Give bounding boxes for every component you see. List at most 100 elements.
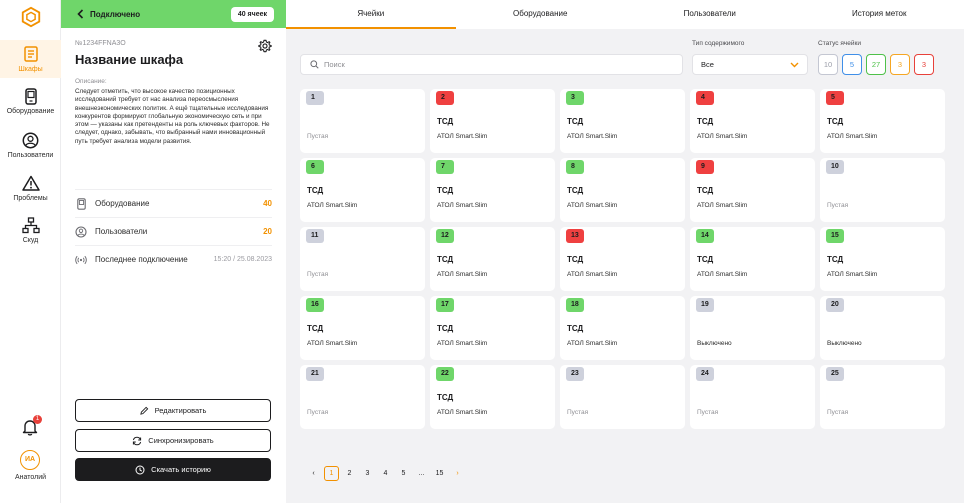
status-chip[interactable]: 10 <box>818 54 838 75</box>
cell-status-text: Пустая <box>827 202 849 209</box>
pagination: ‹ 1 2 3 4 5... 15 › <box>306 465 468 482</box>
cell-card[interactable]: 14 ТСД АТОЛ Smart.Slim <box>690 227 815 291</box>
notifications-button[interactable]: 1 <box>22 415 42 436</box>
cell-number: 11 <box>306 229 324 243</box>
logo-icon <box>21 6 41 28</box>
cell-card[interactable]: 23 Пустая <box>560 365 685 429</box>
cell-card[interactable]: 4 ТСД АТОЛ Smart.Slim <box>690 89 815 153</box>
status-chip[interactable]: 5 <box>842 54 862 75</box>
pencil-icon <box>139 406 148 415</box>
cell-card[interactable]: 1 Пустая <box>300 89 425 153</box>
cell-card[interactable]: 11 Пустая <box>300 227 425 291</box>
cell-device-model: АТОЛ Smart.Slim <box>437 271 488 278</box>
cell-device-model: АТОЛ Smart.Slim <box>827 271 878 278</box>
page-button[interactable]: 15 <box>435 470 444 477</box>
download-history-button[interactable]: Скачать историю <box>75 458 271 481</box>
cabinet-panel: Подключено 40 ячеек №1234FFNA3O Название… <box>61 0 286 503</box>
device-icon <box>75 197 87 210</box>
tab-tag-history[interactable]: История меток <box>852 9 907 18</box>
cell-number: 5 <box>826 91 844 105</box>
cell-card[interactable]: 20 Выключено <box>820 296 945 360</box>
cells-count-badge: 40 ячеек <box>230 6 274 22</box>
cell-number: 14 <box>696 229 714 243</box>
next-page-button[interactable]: › <box>456 470 459 477</box>
gear-icon[interactable] <box>258 39 272 53</box>
cell-card[interactable]: 5 ТСД АТОЛ Smart.Slim <box>820 89 945 153</box>
nav-item-equipment[interactable]: Оборудование <box>0 87 61 115</box>
back-button[interactable]: Подключено <box>77 9 140 19</box>
edit-button[interactable]: Редактировать <box>75 399 271 422</box>
cell-number: 18 <box>566 298 584 312</box>
cell-card[interactable]: 7 ТСД АТОЛ Smart.Slim <box>430 158 555 222</box>
status-chip[interactable]: 27 <box>866 54 886 75</box>
tab-users[interactable]: Пользователи <box>683 9 736 18</box>
cell-card[interactable]: 12 ТСД АТОЛ Smart.Slim <box>430 227 555 291</box>
status-chip[interactable]: 3 <box>890 54 910 75</box>
cell-status-text: Пустая <box>307 271 329 278</box>
sync-button[interactable]: Синхронизировать <box>75 429 271 452</box>
cell-number: 3 <box>566 91 584 105</box>
cell-card[interactable]: 18 ТСД АТОЛ Smart.Slim <box>560 296 685 360</box>
nav-item-cabinets[interactable]: Шкафы <box>0 40 61 78</box>
user-icon <box>75 225 87 238</box>
cell-device-type: ТСД <box>827 117 844 126</box>
cell-number: 12 <box>436 229 454 243</box>
cell-device-model: АТОЛ Smart.Slim <box>697 202 748 209</box>
avatar[interactable]: ИА <box>20 450 40 470</box>
cell-device-type: ТСД <box>827 255 844 264</box>
page-button[interactable]: 4 <box>383 470 388 477</box>
cell-number: 23 <box>566 367 584 381</box>
description-label: Описание: <box>75 78 107 85</box>
page-button[interactable]: 1 <box>324 466 339 481</box>
content-type-select[interactable]: Все <box>692 54 808 75</box>
cell-card[interactable]: 19 Выключено <box>690 296 815 360</box>
cell-card[interactable]: 25 Пустая <box>820 365 945 429</box>
pagination-ellipsis: ... <box>418 470 425 477</box>
signal-icon <box>75 254 87 266</box>
cell-card[interactable]: 8 ТСД АТОЛ Smart.Slim <box>560 158 685 222</box>
cell-device-type: ТСД <box>307 186 324 195</box>
status-chip[interactable]: 3 <box>914 54 934 75</box>
nav-item-problems[interactable]: Проблемы <box>0 174 61 202</box>
cell-card[interactable]: 21 Пустая <box>300 365 425 429</box>
cell-card[interactable]: 13 ТСД АТОЛ Smart.Slim <box>560 227 685 291</box>
tab-equipment[interactable]: Оборудование <box>513 9 568 18</box>
nav-item-users[interactable]: Пользователи <box>0 131 61 159</box>
cell-card[interactable]: 22 ТСД АТОЛ Smart.Slim <box>430 365 555 429</box>
cell-device-model: АТОЛ Smart.Slim <box>437 409 488 416</box>
cell-device-type: ТСД <box>437 393 454 402</box>
cell-number: 7 <box>436 160 454 174</box>
nav-item-label: Шкафы <box>18 66 43 73</box>
edit-button-label: Редактировать <box>154 406 207 415</box>
users-count: 20 <box>263 227 272 236</box>
side-nav: Шкафы Оборудование Пользователи Проблемы… <box>0 0 61 503</box>
nav-item-label: Оборудование <box>6 108 55 115</box>
page-button[interactable]: 2 <box>347 470 352 477</box>
page-button[interactable]: 5 <box>401 470 406 477</box>
cell-card[interactable]: 16 ТСД АТОЛ Smart.Slim <box>300 296 425 360</box>
nav-item-label: Скуд <box>22 237 39 244</box>
search-input[interactable] <box>324 60 664 69</box>
cabinet-icon <box>22 45 40 63</box>
cell-card[interactable]: 2 ТСД АТОЛ Smart.Slim <box>430 89 555 153</box>
cell-card[interactable]: 15 ТСД АТОЛ Smart.Slim <box>820 227 945 291</box>
nav-item-access-control[interactable]: Скуд <box>0 216 61 244</box>
cell-card[interactable]: 17 ТСД АТОЛ Smart.Slim <box>430 296 555 360</box>
cell-card[interactable]: 6 ТСД АТОЛ Smart.Slim <box>300 158 425 222</box>
cell-card[interactable]: 9 ТСД АТОЛ Smart.Slim <box>690 158 815 222</box>
info-row-last-connection: Последнее подключение 15:20 / 25.08.2023 <box>75 245 272 273</box>
sync-icon <box>133 436 142 445</box>
cabinet-serial: №1234FFNA3O <box>75 40 126 47</box>
prev-page-button[interactable]: ‹ <box>312 470 315 477</box>
cell-card[interactable]: 10 Пустая <box>820 158 945 222</box>
cell-number: 1 <box>306 91 324 105</box>
tab-cells[interactable]: Ячейки <box>286 0 456 29</box>
page-button[interactable]: 3 <box>365 470 370 477</box>
search-box <box>300 54 683 75</box>
download-history-label: Скачать историю <box>151 465 211 474</box>
cell-number: 15 <box>826 229 844 243</box>
cell-card[interactable]: 3 ТСД АТОЛ Smart.Slim <box>560 89 685 153</box>
cell-number: 8 <box>566 160 584 174</box>
bell-icon <box>22 420 38 436</box>
cell-card[interactable]: 24 Пустая <box>690 365 815 429</box>
